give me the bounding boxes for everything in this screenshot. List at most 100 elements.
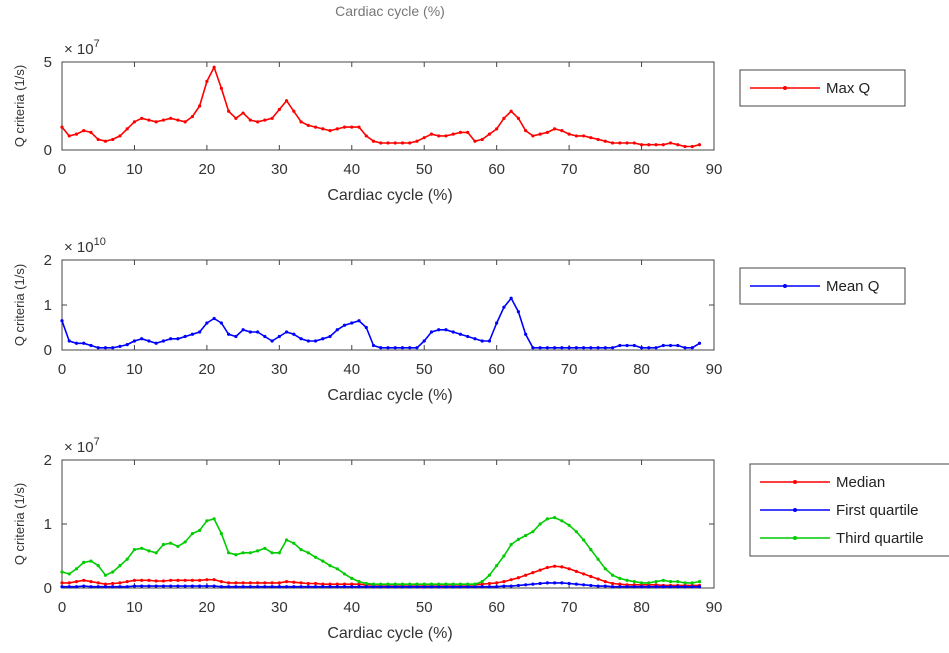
data-point: [140, 546, 144, 550]
data-point: [466, 334, 470, 339]
x-tick-label: 90: [706, 361, 723, 378]
data-point: [676, 343, 680, 348]
data-point: [60, 585, 64, 589]
data-point: [473, 337, 477, 341]
data-point: [654, 580, 658, 584]
data-point: [306, 551, 310, 555]
data-point: [284, 580, 289, 584]
data-point: [350, 582, 354, 586]
data-point: [668, 585, 673, 589]
data-point: [560, 129, 564, 133]
data-point: [96, 581, 100, 585]
data-point: [335, 582, 339, 586]
data-point: [299, 120, 303, 124]
data-point: [567, 523, 571, 527]
data-point: [111, 570, 115, 574]
data-point: [74, 580, 79, 584]
series-third-quartile: [60, 516, 702, 586]
data-point: [60, 581, 64, 585]
data-point: [480, 339, 484, 343]
legend-entry: Median: [836, 474, 885, 491]
data-point: [502, 116, 506, 120]
data-point: [103, 585, 108, 589]
data-point: [277, 581, 281, 585]
x-axis-label: Cardiac cycle (%): [327, 625, 452, 642]
x-tick-label: 70: [561, 361, 578, 378]
data-point: [277, 551, 281, 555]
data-point: [415, 139, 419, 143]
data-point: [82, 578, 86, 582]
data-point: [270, 585, 274, 589]
data-point: [545, 565, 549, 570]
y-tick-label: 1: [44, 297, 52, 314]
data-point: [219, 585, 223, 589]
data-point: [567, 346, 571, 350]
data-point: [589, 574, 593, 579]
data-point: [328, 129, 332, 133]
legend-marker: [783, 86, 787, 90]
data-point: [74, 132, 79, 136]
data-point: [364, 134, 368, 138]
data-point: [487, 585, 492, 589]
data-point: [342, 585, 347, 589]
data-point: [386, 346, 390, 350]
data-point: [437, 328, 441, 332]
data-point: [270, 551, 274, 555]
data-point: [639, 143, 644, 147]
data-point: [147, 584, 151, 588]
data-point: [683, 346, 687, 350]
data-point: [371, 585, 376, 589]
data-point: [618, 585, 622, 589]
data-point: [198, 330, 202, 334]
x-tick-label: 30: [271, 599, 288, 616]
data-point: [466, 585, 470, 589]
data-point: [386, 585, 390, 589]
data-point: [408, 141, 412, 145]
data-point: [357, 125, 361, 129]
data-point: [241, 551, 245, 555]
data-point: [545, 130, 549, 134]
data-point: [690, 585, 694, 589]
data-point: [154, 579, 158, 583]
data-point: [582, 134, 586, 138]
data-point: [524, 573, 528, 577]
data-point: [625, 585, 629, 589]
data-point: [313, 581, 318, 586]
legend-marker: [793, 536, 797, 540]
x-tick-label: 50: [416, 161, 433, 178]
data-point: [205, 519, 209, 523]
figure-top-caption: Cardiac cycle (%): [335, 3, 445, 19]
data-point: [668, 343, 673, 348]
data-point: [661, 143, 665, 147]
legend-marker: [793, 480, 797, 484]
data-point: [132, 578, 137, 582]
data-point: [632, 343, 636, 348]
data-point: [350, 576, 354, 581]
legend: Median First quartile Third quartile: [749, 463, 949, 557]
data-point: [118, 585, 122, 589]
data-point: [422, 582, 426, 586]
data-point: [473, 585, 477, 589]
data-point: [111, 346, 115, 350]
data-point: [676, 143, 680, 147]
data-point: [357, 582, 361, 586]
y-exponent-label: × 107: [64, 38, 100, 58]
data-point: [560, 346, 564, 350]
data-point: [118, 134, 122, 138]
data-point: [335, 585, 339, 589]
data-point: [654, 143, 658, 147]
data-point: [379, 582, 383, 586]
y-tick-label: 0: [44, 342, 52, 359]
data-point: [545, 581, 549, 585]
subplot-1: 0 10 20 30 40 50 60 70 80 90 0 5 × 107 Cardiac cycle …: [12, 38, 906, 204]
data-point: [89, 580, 93, 584]
data-point: [553, 516, 557, 520]
x-tick-label: 50: [416, 361, 433, 378]
data-point: [292, 585, 296, 589]
data-point: [248, 118, 252, 122]
data-point: [661, 343, 665, 348]
data-point: [205, 321, 209, 325]
data-point: [212, 65, 216, 69]
data-point: [234, 116, 238, 120]
data-point: [270, 581, 274, 585]
